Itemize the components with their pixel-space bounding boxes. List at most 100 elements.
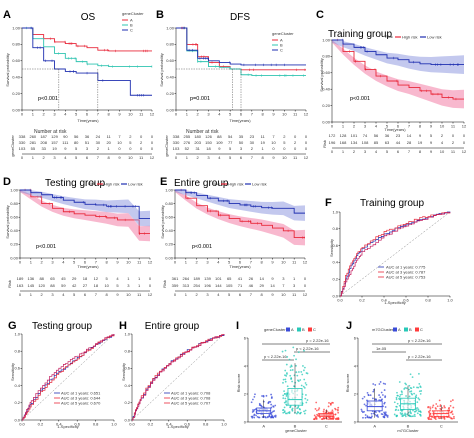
x-tick-label: 0.6 [74, 422, 80, 427]
data-point [412, 386, 415, 389]
risk-count: 20 [106, 140, 111, 145]
data-point [450, 417, 453, 420]
data-point [360, 408, 363, 411]
x-tick-label: 6 [84, 260, 87, 265]
y-tick-label: 1.0 [14, 331, 20, 336]
y-tick-label: 0.4 [332, 260, 338, 265]
x-tick-label: B [294, 424, 297, 429]
data-point [396, 391, 398, 394]
risk-count: 88 [39, 276, 44, 281]
data-point [291, 380, 294, 383]
ci-band-0 [20, 190, 150, 242]
panel-label-f: F [325, 197, 332, 209]
data-point [449, 416, 451, 419]
data-point [284, 369, 287, 372]
data-point [430, 418, 433, 421]
data-point [262, 395, 265, 398]
panel-h: H Entire group Sensitivity 1-Specificity… [119, 320, 211, 429]
x-tick-label: 10 [126, 260, 131, 265]
data-point [285, 395, 288, 397]
data-point [416, 407, 419, 409]
risk-x-tick-label: 9 [271, 292, 274, 297]
legend-title: geneCluster [264, 327, 286, 332]
annotation-a-c: p < 2.22e-16 [408, 338, 431, 343]
x-tick-label: 4 [218, 112, 221, 117]
y-tick-label: 0.8 [332, 226, 338, 231]
legend-label-high: High risk [402, 35, 418, 40]
risk-x-tick-label: 6 [240, 155, 243, 160]
data-point [261, 405, 263, 408]
data-point [419, 385, 422, 388]
risk-count: 111 [62, 140, 69, 145]
risk-count: 74 [363, 133, 368, 138]
legend-label-high: High risk [228, 182, 244, 187]
risk-count: 0 [283, 146, 286, 151]
risk-count: 2 [140, 140, 143, 145]
data-point [413, 410, 416, 413]
x-tick-label: 8 [262, 112, 265, 117]
risk-count: 189 [17, 276, 24, 281]
legend-label-high: High risk [104, 182, 120, 187]
risk-count: 254 [193, 283, 200, 288]
x-tick-label: 0.4 [381, 298, 387, 303]
risk-x-tick-label: 9 [118, 155, 121, 160]
x-tick-label: 7 [408, 124, 411, 129]
data-point [413, 392, 416, 395]
data-point [393, 401, 396, 404]
risk-x-tick-label: 12 [150, 155, 155, 160]
risk-x-tick-label: 12 [148, 292, 153, 297]
panel-label-j: J [346, 320, 352, 332]
risk-count: 42 [72, 283, 77, 288]
data-point [295, 358, 297, 361]
y-tick-label: 0.60 [166, 58, 175, 63]
y-tick-label: 0.8 [124, 349, 130, 354]
data-point [290, 365, 293, 368]
y-tick-label: 0.20 [10, 242, 19, 247]
risk-count: 0 [272, 146, 275, 151]
data-point [401, 393, 403, 396]
panel-i-legend: geneCluster A B C [264, 327, 316, 332]
risk-count: 1 [138, 283, 141, 288]
legend-label-c: C [130, 28, 133, 33]
data-point [295, 364, 297, 367]
data-point [395, 398, 398, 401]
risk-x-tick-label: 7 [251, 155, 254, 160]
risk-x-tick-label: 4 [375, 149, 378, 154]
x-tick-label: 1.0 [111, 422, 117, 427]
roc-curve-1 [132, 334, 225, 421]
risk-count: 77 [228, 140, 233, 145]
x-tick-label: 0.0 [19, 422, 25, 427]
x-tick-label: C [325, 424, 328, 429]
data-point [409, 390, 411, 393]
data-point [295, 412, 298, 415]
x-tick-label: 5 [386, 124, 389, 129]
data-point [337, 411, 340, 414]
y-tick-label: 0.60 [12, 58, 21, 63]
risk-count: 0 [151, 140, 154, 145]
x-tick-label: 0.2 [38, 422, 44, 427]
data-point [398, 404, 401, 407]
data-point [299, 412, 302, 415]
risk-count: 189 [193, 276, 200, 281]
risk-count: 129 [51, 134, 58, 139]
risk-count: 63 [385, 140, 390, 145]
risk-count: 59 [61, 283, 66, 288]
data-point [367, 394, 370, 397]
data-point [419, 411, 422, 413]
risk-count: 196 [329, 140, 336, 145]
risk-x-tick-label: 0 [175, 155, 178, 160]
y-tick-label: 1.00 [322, 37, 331, 42]
risk-count: 163 [17, 283, 24, 288]
data-point [381, 413, 384, 416]
risk-x-tick-label: 5 [228, 292, 231, 297]
x-tick-label: 0 [175, 112, 178, 117]
annotation-a-b: p < 2.22e-16 [264, 354, 287, 359]
legend-title: Risk [212, 181, 220, 186]
panel-a: A OS geneCluster A B C Survival probabil… [3, 9, 144, 157]
risk-x-tick-label: 8 [106, 292, 109, 297]
risk-count: 10 [104, 283, 109, 288]
panel-i: I geneCluster A B C Risk score geneClust… [236, 320, 330, 433]
risk-x-tick-label: 6 [84, 292, 87, 297]
data-point [361, 397, 364, 400]
risk-count: 1 [127, 276, 130, 281]
